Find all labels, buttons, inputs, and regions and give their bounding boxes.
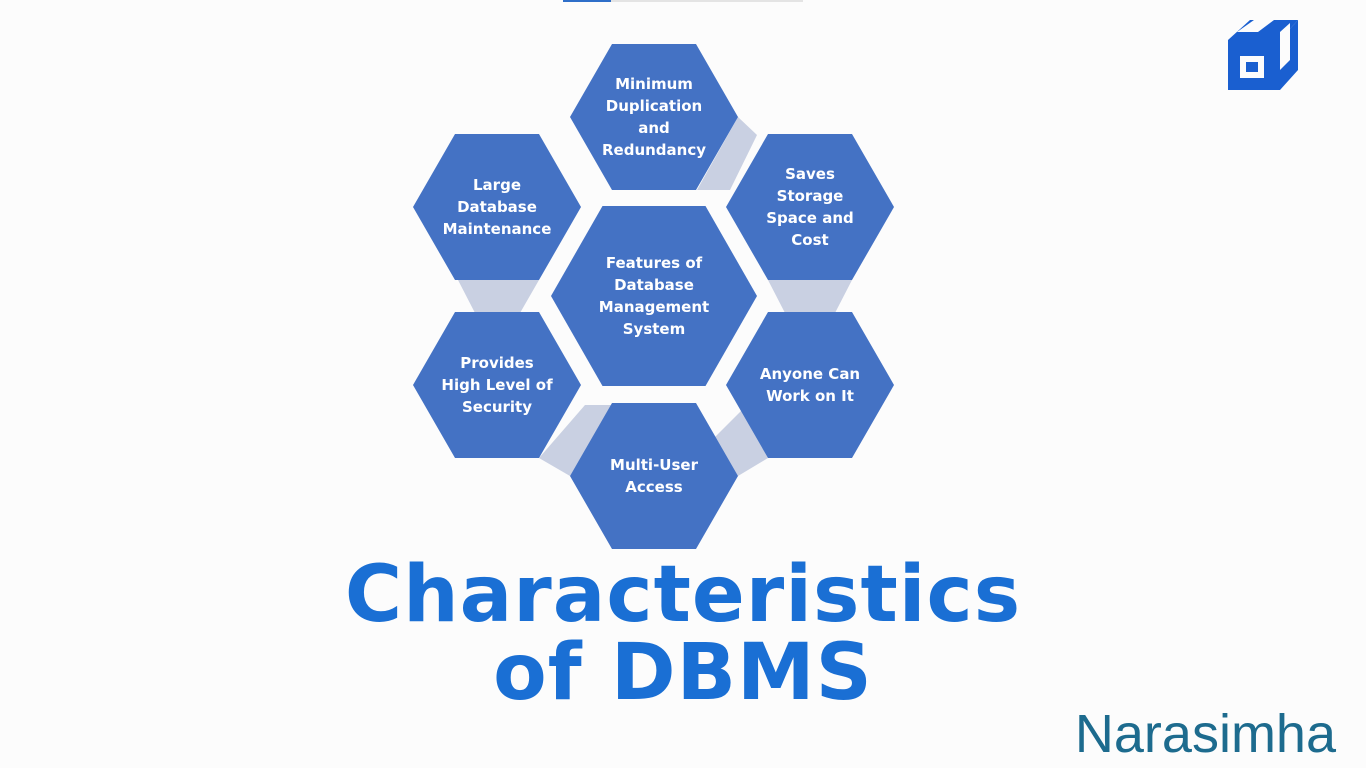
title-line-1: Characteristics [344,550,1022,640]
hexagon-saves-storage: Saves Storage Space and Cost [726,134,894,280]
connector-band [697,117,757,190]
hexagon-shape [413,134,581,280]
hexagon-shape [726,134,894,280]
video-progress-fill [563,0,611,2]
hexagon-shape [413,312,581,458]
hexagon-label-line: Duplication [606,97,702,115]
hexagon-label-line: Access [625,478,682,496]
hexagon-shape [726,312,894,458]
hexagon-label-line: High Level of [441,376,553,394]
title-line-2: of DBMS [493,628,873,718]
connector-band [712,410,768,476]
hexagon-large-database: Large Database Maintenance [413,134,581,280]
hexagon-label-line: Cost [791,231,828,249]
hexagon-label-line: Large [473,176,521,194]
hexagon-label-line: Minimum [615,75,693,93]
hexagon-label-line: Management [599,298,709,316]
hexagon-label-line: System [623,320,685,338]
hexagon-shape [570,403,738,549]
hexagon-multi-user-access: Multi-User Access [570,403,738,549]
hexagon-high-security: Provides High Level of Security [413,312,581,458]
hexagon-label-line: Security [462,398,532,416]
features-hex-diagram: Minimum Duplication and Redundancy Saves Stor… [413,44,894,549]
hexagon-label-line: Multi-User [610,456,699,474]
hexagon-label-line: Provides [460,354,534,372]
hexagon-label-line: Space and [766,209,854,227]
hexagon-anyone-can-work: Anyone Can Work on It [726,312,894,458]
hexagon-label-line: Database [457,198,537,216]
connector-band [458,280,539,313]
hexagon-label-line: Features of [606,254,703,272]
page-title: Characteristics of DBMS [0,556,1366,712]
hexagon-label-line: Storage [777,187,844,205]
hexagon-label-line: Anyone Can [760,365,860,383]
hexagon-label-line: Redundancy [602,141,706,159]
video-progress-track [563,0,803,2]
connector-band [539,405,612,476]
hexagon-label-line: Work on It [766,387,854,405]
hexagon-center-features: Features of Database Management System [551,206,757,386]
hexagon-label-line: Saves [785,165,835,183]
hexagon-shape [551,206,757,386]
cube-logo-icon [1228,20,1298,90]
hexagon-label-line: Database [614,276,694,294]
hexagon-minimum-duplication: Minimum Duplication and Redundancy [570,44,738,190]
hexagon-label-line: and [638,119,670,137]
hexagon-shape [570,44,738,190]
author-name: Narasimha [1074,704,1336,764]
connector-band [768,280,852,313]
hexagon-label-line: Maintenance [443,220,552,238]
